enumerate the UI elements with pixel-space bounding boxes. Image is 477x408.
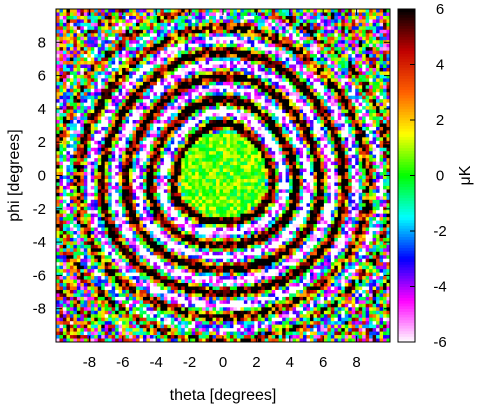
- x-tick-label: 0: [219, 354, 227, 371]
- colorbar-tick-label: 0: [436, 168, 444, 185]
- x-tick-label: 2: [252, 354, 260, 371]
- colorbar-tick-label: 4: [436, 57, 444, 74]
- x-axis-ticks: -8 -6 -4 -2 0 2 4 6 8: [83, 9, 361, 371]
- x-tick-label: -2: [183, 354, 196, 371]
- colorbar: [398, 9, 415, 343]
- y-tick-label: 8: [38, 34, 46, 51]
- x-axis-label: theta [degrees]: [170, 387, 277, 404]
- x-tick-label: 8: [352, 354, 360, 371]
- heatmap-cells: [56, 9, 391, 343]
- x-tick-label: 6: [319, 354, 327, 371]
- colorbar-tick-label: -4: [433, 279, 446, 296]
- y-tick-label: -8: [33, 301, 46, 318]
- y-tick-label: 2: [38, 134, 46, 151]
- y-tick-label: -2: [33, 201, 46, 218]
- colorbar-tick-label: 6: [436, 1, 444, 18]
- colorbar-tick-label: -6: [433, 334, 446, 351]
- y-tick-label: 4: [38, 101, 46, 118]
- y-tick-label: -6: [33, 267, 46, 284]
- x-tick-label: -4: [150, 354, 163, 371]
- x-tick-label: 4: [286, 354, 294, 371]
- y-tick-label: 6: [38, 68, 46, 85]
- y-axis-ticks: -8 -6 -4 -2 0 2 4 6 8: [33, 34, 390, 318]
- x-tick-label: -6: [116, 354, 129, 371]
- y-axis-label: phi [degrees]: [6, 129, 23, 222]
- colorbar-ticks: -6 -4 -2 0 2 4 6: [410, 1, 447, 351]
- colorbar-label: μK: [457, 165, 474, 185]
- y-tick-label: -4: [33, 234, 46, 251]
- x-tick-label: -8: [83, 354, 96, 371]
- colorbar-tick-label: 2: [436, 112, 444, 129]
- y-tick-label: 0: [38, 168, 46, 185]
- colorbar-tick-label: -2: [433, 223, 446, 240]
